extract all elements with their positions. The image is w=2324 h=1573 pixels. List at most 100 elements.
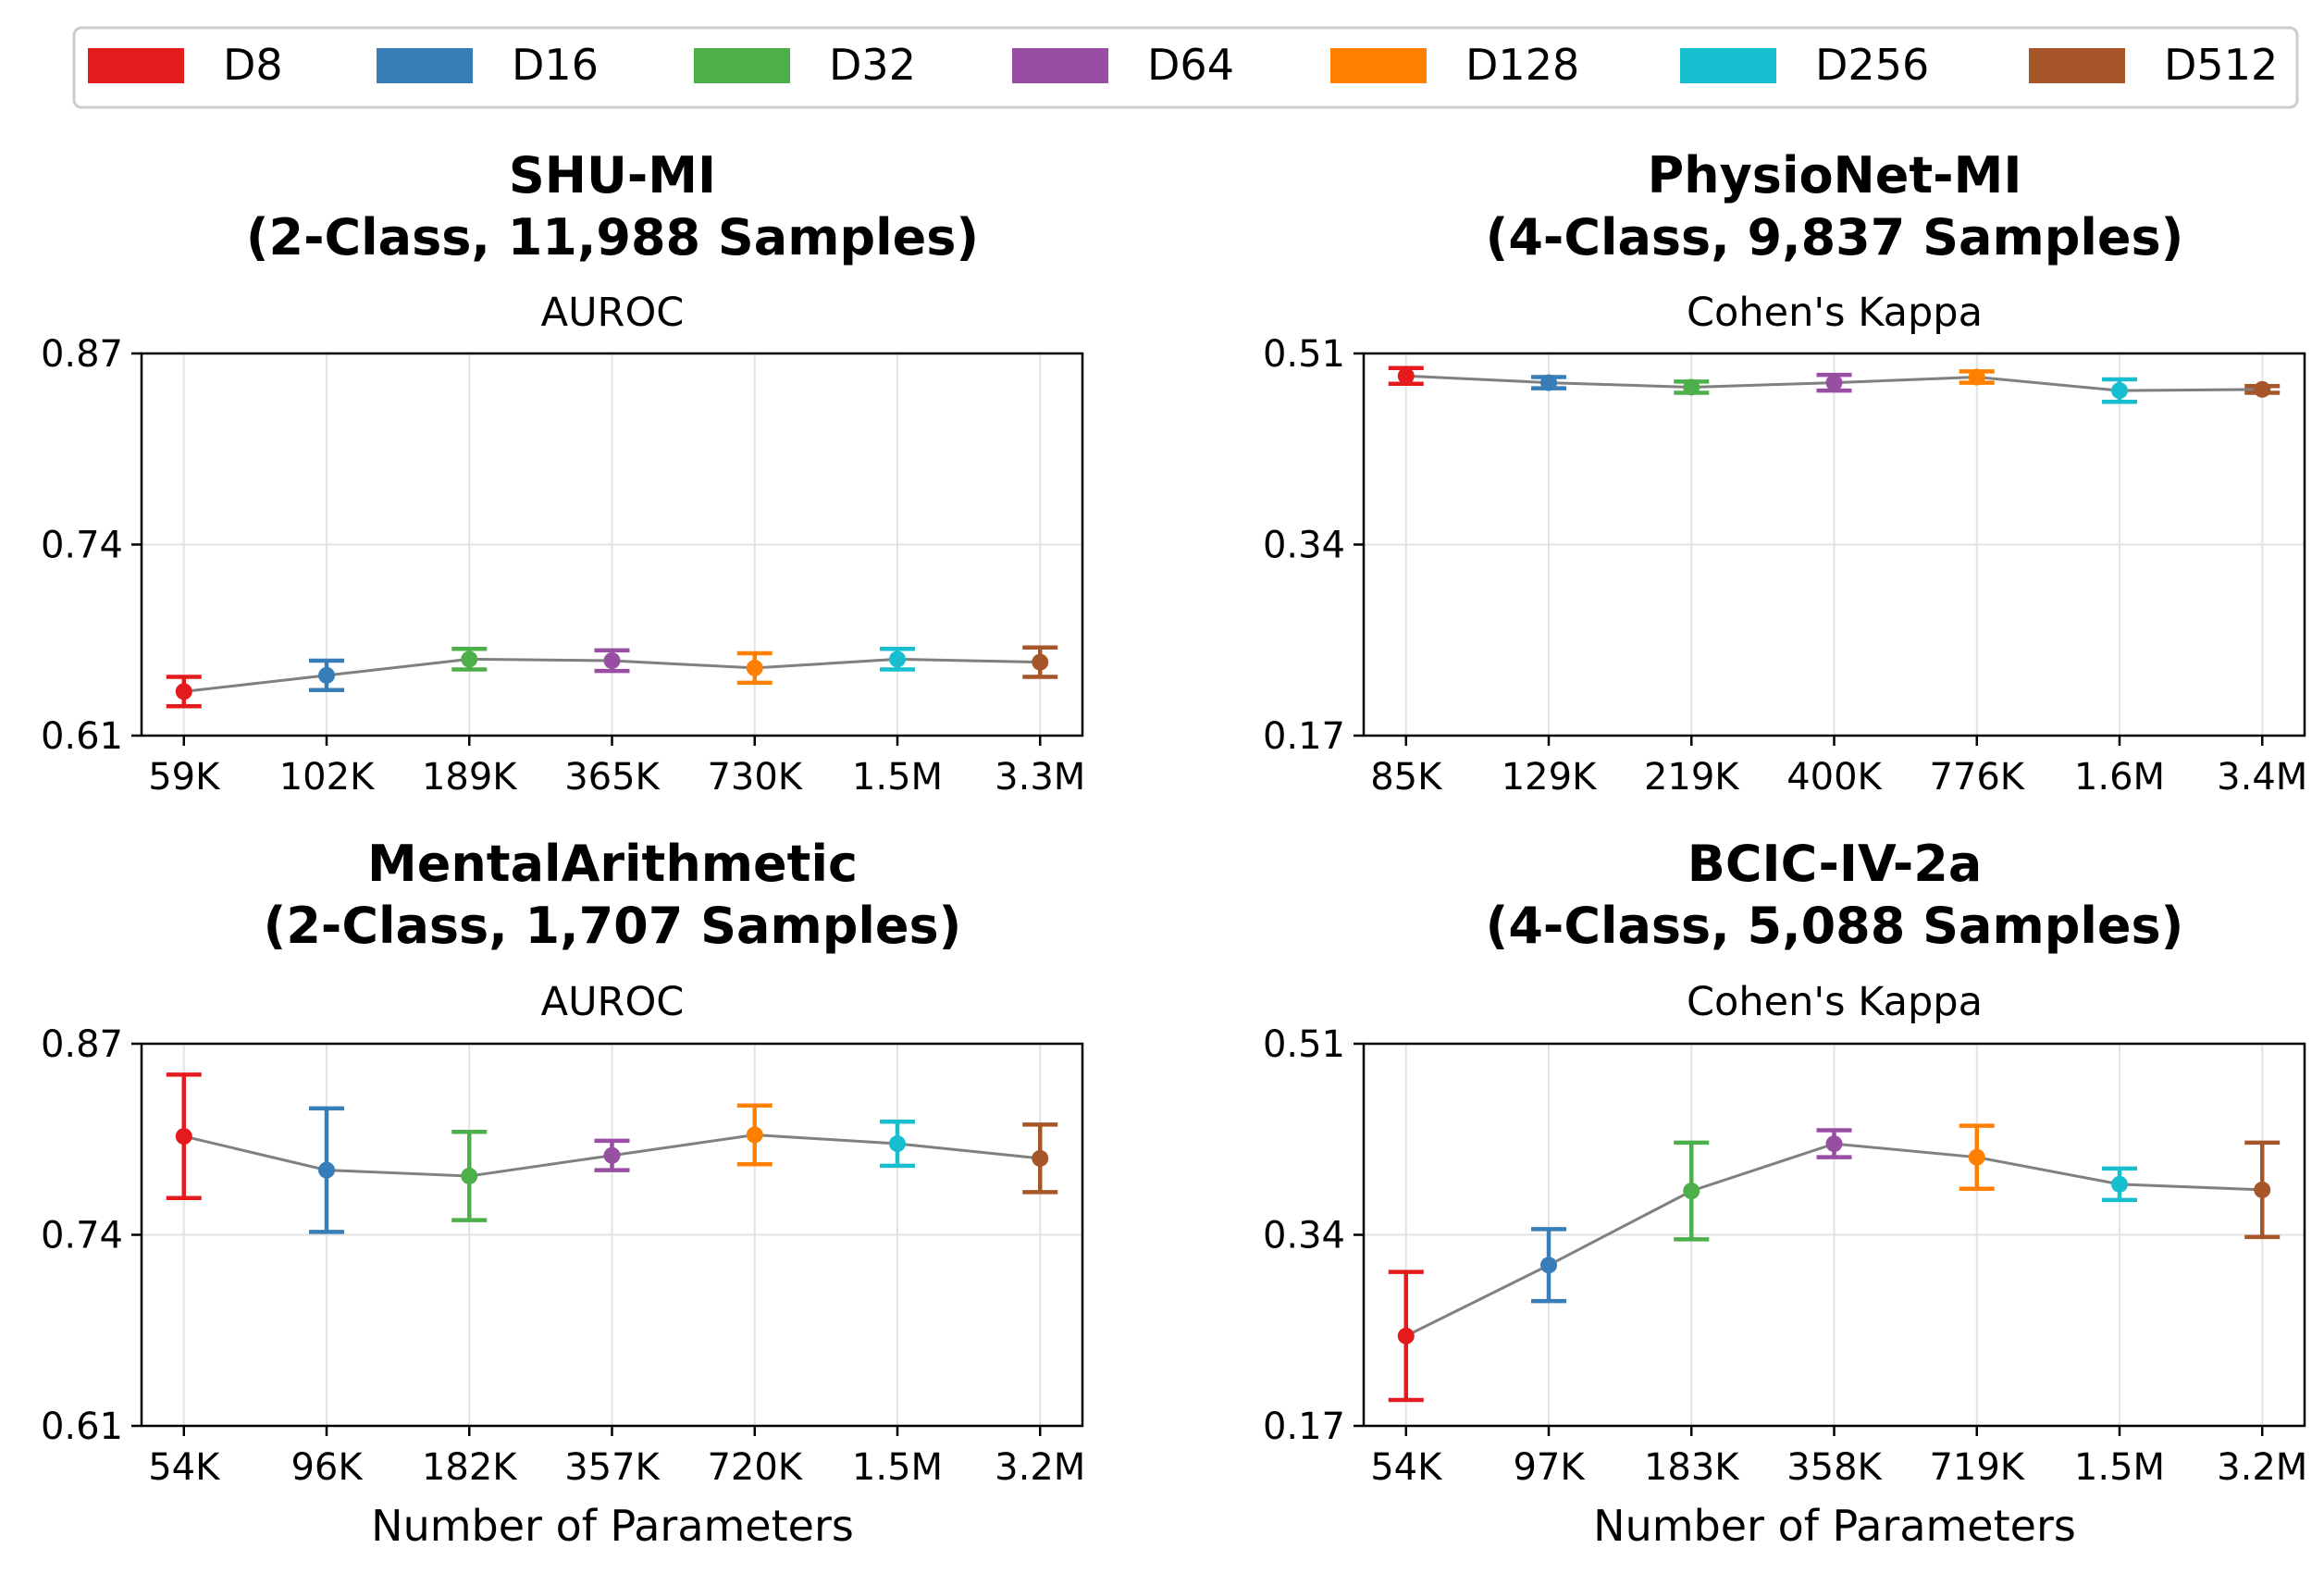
legend-swatch	[1012, 48, 1108, 83]
marker	[746, 659, 763, 676]
x-tick-label: 129K	[1502, 756, 1598, 799]
y-tick-label: 0.51	[1263, 333, 1345, 376]
data-point-54k	[166, 1072, 202, 1201]
grid	[142, 1043, 1082, 1427]
chart-panel-shu-mi: SHU-MI (2-Class, 11,988 Samples) AUROC 0…	[41, 146, 1085, 799]
data-point-3-3m	[1022, 645, 1058, 679]
legend-item-d32: D32	[694, 40, 916, 90]
marker	[1540, 374, 1558, 391]
x-tick-label: 3.2M	[2217, 1446, 2307, 1489]
data-point-102k	[309, 658, 345, 693]
data-point-129k	[1531, 374, 1567, 391]
marker	[888, 1135, 906, 1153]
y-tick-label: 0.74	[41, 525, 123, 567]
marker	[318, 1161, 336, 1179]
data-point-1-5m	[2101, 1166, 2137, 1203]
marker	[1683, 378, 1700, 396]
chart-panel-bcic-iv-2a: BCIC-IV-2a (4-Class, 5,088 Samples) Cohe…	[1263, 835, 2307, 1551]
x-tick-label: 3.4M	[2217, 756, 2307, 799]
marker	[461, 650, 478, 668]
marker	[888, 650, 906, 668]
legend-swatch	[88, 48, 184, 83]
chart-panel-physionet-mi: PhysioNet-MI (4-Class, 9,837 Samples) Co…	[1263, 146, 2307, 799]
data-point-776k	[1959, 368, 1995, 386]
legend-label: D64	[1147, 40, 1234, 90]
marker	[175, 683, 192, 700]
grid	[1364, 1043, 2305, 1427]
chart-subtitle: AUROC	[541, 290, 685, 336]
data-point-3-2m	[1022, 1122, 1058, 1195]
x-axis-label: Number of Parameters	[1593, 1501, 2076, 1551]
x-tick-label: 357K	[564, 1446, 661, 1489]
data-point-85k	[1388, 365, 1424, 387]
data-point-365k	[594, 648, 630, 674]
marker	[1968, 1148, 1985, 1166]
data-point-357k	[594, 1138, 630, 1172]
chart-panel-mental-arithmetic: MentalArithmetic (2-Class, 1,707 Samples…	[41, 835, 1085, 1551]
data-point-219k	[1674, 378, 1710, 396]
data-point-3-2m	[2244, 1140, 2281, 1240]
x-tick-label: 189K	[422, 756, 518, 799]
marker	[1683, 1183, 1700, 1200]
marker	[2254, 380, 2271, 398]
marker	[461, 1167, 478, 1184]
grid	[142, 353, 1082, 737]
legend-swatch	[694, 48, 790, 83]
y-tick-label: 0.17	[1263, 715, 1345, 758]
legend-item-d8: D8	[88, 40, 283, 90]
y-tick-label: 0.17	[1263, 1406, 1345, 1448]
marker	[318, 666, 336, 684]
chart-title-line2: (2-Class, 1,707 Samples)	[264, 897, 962, 955]
marker	[603, 651, 621, 669]
x-tick-label: 1.5M	[852, 756, 943, 799]
x-tick-label: 85K	[1370, 756, 1443, 799]
legend-label: D256	[1815, 40, 1929, 90]
data-point-97k	[1531, 1227, 1567, 1304]
data-point-719k	[1959, 1123, 1995, 1191]
x-tick-label: 776K	[1929, 756, 2025, 799]
x-tick-label: 96K	[290, 1446, 364, 1489]
x-tick-label: 720K	[707, 1446, 803, 1489]
data-point-3-4m	[2244, 380, 2281, 398]
x-tick-label: 3.2M	[995, 1446, 1085, 1489]
data-point-54k	[1388, 1270, 1424, 1403]
x-axis-label: Number of Parameters	[371, 1501, 854, 1551]
legend-swatch	[377, 48, 473, 83]
marker	[2110, 1175, 2128, 1193]
y-tick-label: 0.74	[41, 1215, 123, 1257]
data-point-182k	[451, 1130, 488, 1222]
chart-title-line1: MentalArithmetic	[367, 835, 858, 893]
x-tick-label: 719K	[1929, 1446, 2025, 1489]
y-tick-label: 0.51	[1263, 1023, 1345, 1066]
legend-item-d64: D64	[1012, 40, 1234, 90]
legend-swatch	[1330, 48, 1427, 83]
x-tick-label: 219K	[1644, 756, 1740, 799]
data-point-189k	[451, 647, 488, 672]
legend-item-d512: D512	[2029, 40, 2278, 90]
legend-label: D8	[223, 40, 283, 90]
data-point-1-5m	[879, 647, 915, 672]
x-tick-label: 54K	[1370, 1446, 1443, 1489]
chart-subtitle: AUROC	[541, 979, 685, 1025]
y-tick-label: 0.87	[41, 1023, 123, 1066]
x-tick-label: 54K	[148, 1446, 221, 1489]
legend-label: D128	[1465, 40, 1579, 90]
marker	[1825, 1135, 1843, 1153]
x-tick-label: 400K	[1786, 756, 1883, 799]
x-tick-label: 1.5M	[2074, 1446, 2165, 1489]
marker	[2110, 382, 2128, 400]
legend-swatch	[1680, 48, 1776, 83]
data-point-1-5m	[879, 1119, 915, 1169]
chart-title-line2: (2-Class, 11,988 Samples)	[246, 208, 979, 266]
legend-label: D512	[2164, 40, 2278, 90]
chart-title-line1: PhysioNet-MI	[1648, 146, 2022, 204]
data-point-400k	[1816, 372, 1852, 393]
x-tick-label: 183K	[1644, 1446, 1740, 1489]
marker	[2254, 1181, 2271, 1198]
data-point-59k	[166, 675, 202, 709]
grid	[1364, 353, 2305, 737]
data-point-720k	[736, 1103, 773, 1167]
y-tick-label: 0.34	[1263, 525, 1345, 567]
y-tick-label: 0.87	[41, 333, 123, 376]
y-tick-label: 0.61	[41, 1406, 123, 1448]
